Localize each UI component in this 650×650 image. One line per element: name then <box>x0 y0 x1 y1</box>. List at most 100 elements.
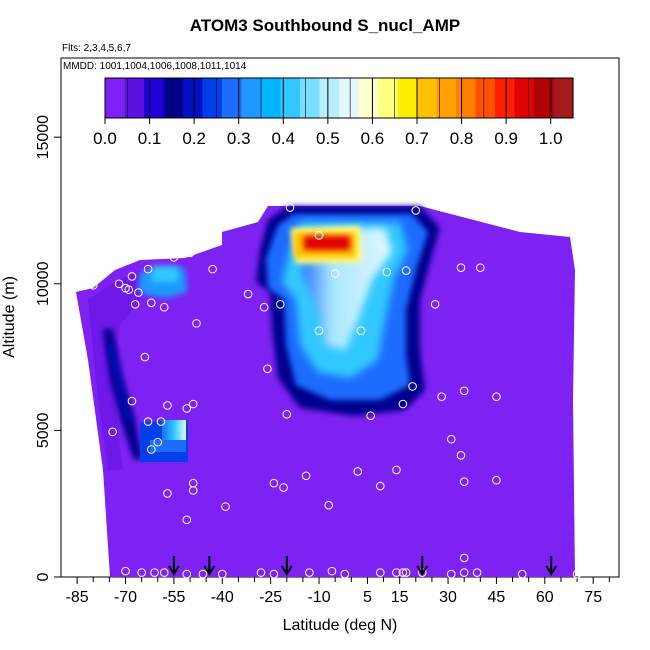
sample-point <box>376 481 385 491</box>
colorbar-swatch <box>436 78 457 118</box>
sample-point <box>517 569 527 579</box>
colorbar-swatch <box>553 78 574 118</box>
sample-point <box>376 568 385 577</box>
sample-point <box>169 253 179 262</box>
arrow-head <box>280 565 293 576</box>
colorbar-swatch <box>514 78 535 118</box>
sample-point <box>327 566 337 576</box>
sample-point <box>217 569 227 579</box>
x-tick-label: -55 <box>162 589 185 606</box>
sample-point <box>259 302 269 312</box>
colorbar-tick-label: 0.2 <box>182 129 206 148</box>
colorbar-swatch <box>475 78 496 118</box>
sample-point <box>88 280 98 290</box>
mid-level-plume-core <box>162 420 186 442</box>
sample-point <box>392 465 401 475</box>
arrow-head <box>168 565 180 576</box>
colorbar-swatch <box>534 78 555 118</box>
sample-point <box>163 489 172 498</box>
sample-point <box>150 568 159 577</box>
sample-point <box>572 225 582 234</box>
x-tick-label: -40 <box>211 589 234 606</box>
sample-point <box>285 203 295 212</box>
colorbar-swatch <box>495 78 516 118</box>
sample-point <box>301 471 311 481</box>
sample-point <box>430 300 440 309</box>
sample-point <box>353 467 363 476</box>
colorbar: 0.0 0.1 0.2 0.3 0.4 0.5 0.6 0.7 0.8 0.9 1.0 <box>93 77 574 148</box>
x-tick-label: 60 <box>536 589 554 606</box>
x-tick-label: -25 <box>259 589 282 606</box>
colorbar-tick-label: 0.0 <box>93 129 117 148</box>
y-tick-label: 5000 <box>35 412 52 448</box>
sample-point <box>446 434 456 444</box>
sample-point <box>72 280 82 290</box>
sample-point <box>456 263 466 272</box>
sample-point <box>156 417 166 426</box>
sample-point <box>459 568 469 577</box>
sample-point <box>108 427 117 437</box>
x-tick-label: -70 <box>114 589 137 606</box>
flights-note: Flts: 2,3,4,5,6,7 <box>62 43 131 54</box>
colorbar-tick-label: 0.4 <box>271 129 295 148</box>
x-tick-label: -10 <box>307 589 330 606</box>
colorbar-tick-label: 0.6 <box>361 129 385 148</box>
sample-point <box>147 445 156 454</box>
upper-plume-peak <box>304 236 350 250</box>
sample-point <box>456 451 466 460</box>
field-darker-band <box>88 270 140 470</box>
colorbar-swatch <box>319 78 340 118</box>
sample-point <box>401 568 411 577</box>
sample-point <box>130 300 140 309</box>
field-layer <box>76 206 575 577</box>
sample-point <box>282 409 292 419</box>
sample-point <box>153 437 163 447</box>
colorbar-tick-label: 0.9 <box>494 129 518 148</box>
sample-point <box>314 231 324 240</box>
sample-point <box>356 326 366 335</box>
y-tick-label: 0 <box>35 572 52 581</box>
y-tick-label: 15000 <box>35 115 52 160</box>
flight-start-arrow <box>280 556 293 576</box>
dates-note: MMDD: 1001,1004,1006,1008,1011,1014 <box>63 61 247 72</box>
sample-point <box>575 475 585 485</box>
colorbar-swatch <box>105 78 126 118</box>
sample-point <box>208 264 217 274</box>
sample-point <box>182 404 192 413</box>
colorbar-swatch <box>144 78 165 118</box>
sample-point <box>492 475 501 485</box>
y-axis-label: Altitude (m) <box>1 276 18 358</box>
sample-point <box>459 477 469 487</box>
sample-point <box>188 399 198 409</box>
colorbar-swatch <box>183 78 204 118</box>
flight-start-arrows <box>168 556 558 576</box>
sample-point <box>134 288 143 297</box>
colorbar-swatch <box>417 78 438 118</box>
sample-point <box>127 396 137 406</box>
sample-point <box>182 515 192 525</box>
sample-point <box>127 272 137 281</box>
sample-point <box>182 569 192 579</box>
x-axis-label: Latitude (deg N) <box>283 617 398 634</box>
sample-point <box>143 264 153 274</box>
colorbar-swatch <box>163 78 184 118</box>
sample-point <box>459 553 469 563</box>
sample-point <box>185 248 195 258</box>
sample-point <box>124 285 134 294</box>
colorbar-tick-label: 0.1 <box>138 129 162 148</box>
colorbar-swatch <box>378 78 399 118</box>
sample-point <box>276 300 285 309</box>
sample-point <box>392 568 401 577</box>
colorbar-swatch <box>202 78 223 118</box>
y-tick-label: 10000 <box>35 261 52 306</box>
sample-point <box>398 568 408 577</box>
colorbar-tick-label: 0.8 <box>450 129 474 148</box>
sample-point <box>188 486 198 495</box>
sample-points <box>72 203 585 579</box>
sample-point <box>340 569 350 579</box>
sample-point <box>221 502 230 511</box>
sample-point <box>446 569 456 579</box>
sample-point <box>121 566 130 576</box>
sample-point <box>140 352 150 362</box>
